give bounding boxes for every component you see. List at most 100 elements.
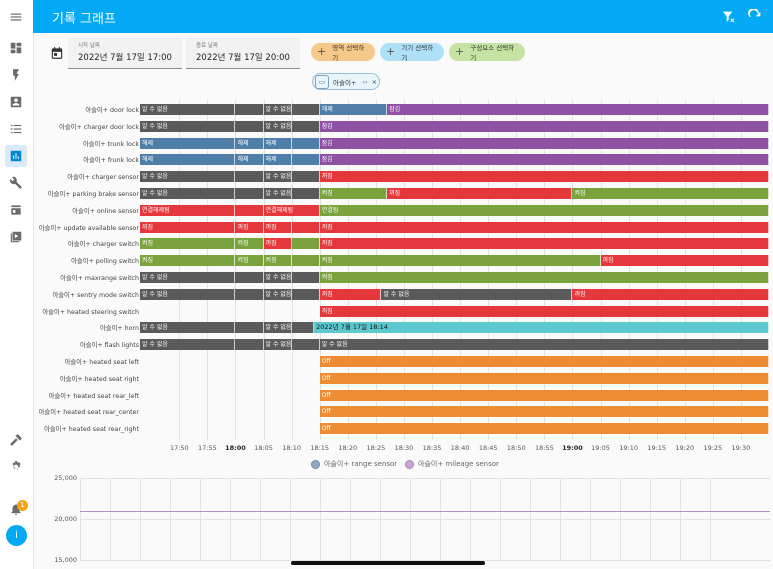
timeline-segment[interactable] <box>291 255 320 267</box>
timeline-segment[interactable] <box>291 322 315 334</box>
timeline-segment[interactable] <box>291 171 320 183</box>
timeline-segment[interactable] <box>291 221 320 233</box>
timeline-segment[interactable]: 알 수 없음 <box>140 322 236 334</box>
timeline-segment[interactable] <box>291 137 320 149</box>
timeline-segment[interactable] <box>291 188 320 199</box>
timeline-segment[interactable]: 잠김 <box>387 104 769 115</box>
timeline-segment[interactable] <box>291 238 320 250</box>
avatar[interactable]: i <box>6 525 27 546</box>
timeline-segment[interactable]: 꺼짐 <box>319 305 769 317</box>
timeline-segment[interactable] <box>235 339 264 351</box>
timeline-segment[interactable]: 꺼짐 <box>387 188 573 199</box>
sidebar-item-config[interactable] <box>5 172 27 194</box>
timeline-segment[interactable]: 잠김 <box>319 137 769 149</box>
timeline-segment[interactable]: Off <box>319 389 769 401</box>
timeline-segment[interactable]: 켜짐 <box>235 255 264 267</box>
timeline-segment[interactable] <box>291 154 320 166</box>
timeline-segment[interactable]: 꺼짐 <box>235 221 264 233</box>
settings-button[interactable] <box>5 456 27 478</box>
timeline-segment[interactable]: Off <box>319 423 769 435</box>
close-icon[interactable]: × <box>371 77 378 86</box>
timeline-segment[interactable]: 알 수 없음 <box>263 339 292 351</box>
timeline-segment[interactable]: 알 수 없음 <box>140 288 236 300</box>
timeline-segment[interactable] <box>291 339 320 351</box>
timeline-segment[interactable]: 꺼짐 <box>600 255 769 267</box>
timeline-segment[interactable]: 연결해제됨 <box>140 204 236 216</box>
end-date-field[interactable]: 종료 날짜 2022년 7월 17일 20:00 <box>186 38 300 69</box>
timeline-segment[interactable] <box>291 288 320 300</box>
choose-entity-button[interactable]: + 구성요소 선택하기 <box>449 43 525 62</box>
timeline-segment[interactable]: Off <box>319 372 769 384</box>
timeline-segment[interactable]: 켜짐 <box>319 255 601 267</box>
sidebar-item-store[interactable] <box>5 199 27 221</box>
timeline-segment[interactable] <box>235 171 264 183</box>
timeline-segment[interactable]: 켜짐 <box>263 255 292 267</box>
timeline-segment[interactable]: 켜짐 <box>319 188 388 199</box>
timeline-segment[interactable]: 꺼짐 <box>263 221 292 233</box>
timeline-segment[interactable] <box>235 188 264 199</box>
timeline-segment[interactable]: 꺼짐 <box>319 221 769 233</box>
timeline-segment[interactable]: 연결해제됨 <box>263 204 320 216</box>
timeline-segment[interactable]: 꺼짐 <box>319 238 769 250</box>
timeline-segment[interactable]: 해제 <box>140 154 236 166</box>
timeline-segment[interactable]: 잠김 <box>319 120 769 132</box>
more-icon[interactable]: ‹› <box>362 77 368 86</box>
sidebar-item-logbook[interactable] <box>5 118 27 140</box>
timeline-segment[interactable]: 켜짐 <box>140 255 236 267</box>
timeline-segment[interactable]: 해제 <box>263 154 292 166</box>
timeline-segment[interactable]: 꺼짐 <box>572 288 769 300</box>
device-chip[interactable]: ▭ 아슬이+ ‹› × <box>312 73 380 90</box>
timeline-segment[interactable]: 알 수 없음 <box>140 188 236 199</box>
timeline-segment[interactable] <box>291 104 320 115</box>
timeline-segment[interactable]: 꺼짐 <box>319 288 382 300</box>
timeline-segment[interactable]: 알 수 없음 <box>140 272 236 283</box>
timeline-segment[interactable]: 켜짐 <box>572 188 769 199</box>
developer-tools-button[interactable] <box>5 429 27 451</box>
choose-area-button[interactable]: + 영역 선택하기 <box>311 43 375 62</box>
timeline-segment[interactable] <box>291 120 320 132</box>
timeline-segment[interactable]: 해제 <box>235 137 264 149</box>
timeline-segment[interactable]: 알 수 없음 <box>263 104 292 115</box>
calendar-icon[interactable] <box>50 45 64 59</box>
timeline-segment[interactable]: Off <box>319 356 769 367</box>
timeline-segment[interactable] <box>235 204 264 216</box>
start-date-field[interactable]: 시작 날짜 2022년 7월 17일 17:00 <box>68 38 182 69</box>
mileage-series-line[interactable] <box>80 510 770 512</box>
timeline-segment[interactable]: 해제 <box>319 104 388 115</box>
filter-remove-icon[interactable] <box>721 9 737 25</box>
timeline-segment[interactable] <box>235 288 264 300</box>
refresh-icon[interactable] <box>747 7 763 25</box>
timeline-segment[interactable]: Off <box>319 406 769 418</box>
timeline-segment[interactable]: 잠김 <box>319 154 769 166</box>
timeline-segment[interactable] <box>235 104 264 115</box>
timeline-segment[interactable] <box>235 120 264 132</box>
timeline-segment[interactable]: 알 수 없음 <box>140 171 236 183</box>
timeline-segment[interactable]: 연결됨 <box>319 204 769 216</box>
sidebar-item-map[interactable] <box>5 91 27 113</box>
timeline-segment[interactable]: 꺼짐 <box>263 238 292 250</box>
timeline-segment[interactable]: 2022년 7월 17일 18:14 <box>314 322 769 334</box>
timeline-segment[interactable]: 알 수 없음 <box>263 322 292 334</box>
timeline-segment[interactable]: 알 수 없음 <box>263 188 292 199</box>
choose-device-button[interactable]: + 기기 선택하기 <box>380 43 444 62</box>
timeline-segment[interactable]: 켜짐 <box>319 272 769 283</box>
timeline-segment[interactable]: 알 수 없음 <box>140 104 236 115</box>
timeline-segment[interactable] <box>235 272 264 283</box>
sidebar-item-overview[interactable] <box>5 37 27 59</box>
timeline-segment[interactable]: 알 수 없음 <box>263 171 292 183</box>
timeline-segment[interactable]: 알 수 없음 <box>263 288 292 300</box>
timeline-segment[interactable]: 알 수 없음 <box>263 272 292 283</box>
timeline-segment[interactable]: 해제 <box>140 137 236 149</box>
timeline-segment[interactable]: 알 수 없음 <box>140 339 236 351</box>
timeline-segment[interactable]: 알 수 없음 <box>140 120 236 132</box>
timeline-segment[interactable]: 알 수 없음 <box>263 120 292 132</box>
timeline-segment[interactable]: 꺼짐 <box>140 221 236 233</box>
sidebar-item-media[interactable] <box>5 226 27 248</box>
legend-mileage[interactable]: 아슬이+ mileage sensor <box>405 459 499 469</box>
menu-icon[interactable] <box>5 6 27 28</box>
timeline-segment[interactable]: 알 수 없음 <box>319 339 769 351</box>
timeline-segment[interactable]: 해제 <box>263 137 292 149</box>
legend-range[interactable]: 아슬이+ range sensor <box>311 459 397 469</box>
sidebar-item-history[interactable] <box>5 145 27 167</box>
timeline-segment[interactable]: 켜짐 <box>235 238 264 250</box>
